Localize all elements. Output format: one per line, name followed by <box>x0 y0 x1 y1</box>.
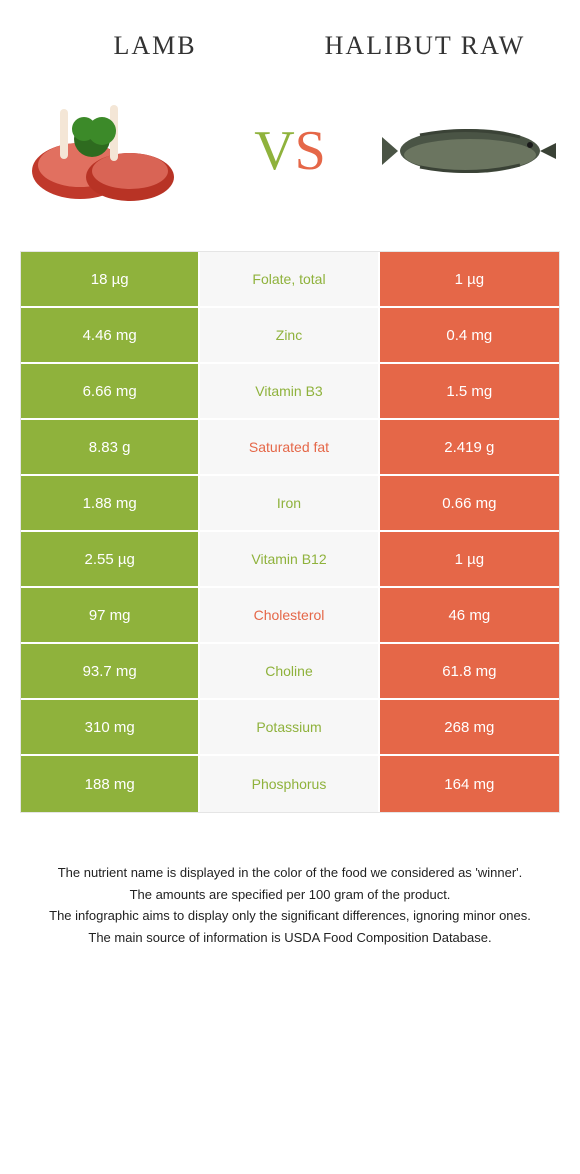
table-row: 188 mgPhosphorus164 mg <box>21 756 559 812</box>
comparison-table: 18 µgFolate, total1 µg4.46 mgZinc0.4 mg6… <box>20 251 560 813</box>
left-value: 6.66 mg <box>21 364 200 418</box>
right-value: 1 µg <box>380 532 559 586</box>
footer-line-3: The infographic aims to display only the… <box>30 906 550 926</box>
nutrient-label: Folate, total <box>200 252 379 306</box>
table-row: 8.83 gSaturated fat2.419 g <box>21 420 559 476</box>
left-food-title: Lamb <box>34 30 277 61</box>
nutrient-label: Choline <box>200 644 379 698</box>
left-value: 188 mg <box>21 756 200 812</box>
right-value: 1.5 mg <box>380 364 559 418</box>
nutrient-label: Iron <box>200 476 379 530</box>
table-row: 2.55 µgVitamin B121 µg <box>21 532 559 588</box>
left-value: 310 mg <box>21 700 200 754</box>
footer-line-4: The main source of information is USDA F… <box>30 928 550 948</box>
vs-s: S <box>295 120 326 182</box>
lamb-icon <box>20 91 200 211</box>
nutrient-label: Cholesterol <box>200 588 379 642</box>
nutrient-label: Phosphorus <box>200 756 379 812</box>
table-row: 6.66 mgVitamin B31.5 mg <box>21 364 559 420</box>
left-value: 1.88 mg <box>21 476 200 530</box>
halibut-icon <box>380 91 560 211</box>
right-value: 268 mg <box>380 700 559 754</box>
right-value: 2.419 g <box>380 420 559 474</box>
table-row: 18 µgFolate, total1 µg <box>21 252 559 308</box>
nutrient-label: Vitamin B3 <box>200 364 379 418</box>
left-value: 2.55 µg <box>21 532 200 586</box>
right-food-title: Halibut raw <box>304 30 547 61</box>
header-titles: Lamb Halibut raw <box>0 0 580 71</box>
left-value: 8.83 g <box>21 420 200 474</box>
left-value: 93.7 mg <box>21 644 200 698</box>
table-row: 93.7 mgCholine61.8 mg <box>21 644 559 700</box>
right-value: 0.4 mg <box>380 308 559 362</box>
vs-v: V <box>254 120 294 182</box>
table-row: 4.46 mgZinc0.4 mg <box>21 308 559 364</box>
footer-line-2: The amounts are specified per 100 gram o… <box>30 885 550 905</box>
nutrient-label: Saturated fat <box>200 420 379 474</box>
nutrient-label: Zinc <box>200 308 379 362</box>
right-value: 164 mg <box>380 756 559 812</box>
table-row: 310 mgPotassium268 mg <box>21 700 559 756</box>
nutrient-label: Vitamin B12 <box>200 532 379 586</box>
footer-line-1: The nutrient name is displayed in the co… <box>30 863 550 883</box>
vs-label: VS <box>254 119 326 183</box>
left-value: 97 mg <box>21 588 200 642</box>
nutrient-label: Potassium <box>200 700 379 754</box>
right-value: 61.8 mg <box>380 644 559 698</box>
right-value: 46 mg <box>380 588 559 642</box>
right-value: 1 µg <box>380 252 559 306</box>
table-row: 97 mgCholesterol46 mg <box>21 588 559 644</box>
right-value: 0.66 mg <box>380 476 559 530</box>
table-row: 1.88 mgIron0.66 mg <box>21 476 559 532</box>
left-value: 18 µg <box>21 252 200 306</box>
footer-notes: The nutrient name is displayed in the co… <box>0 813 580 969</box>
left-value: 4.46 mg <box>21 308 200 362</box>
images-row: VS <box>0 71 580 251</box>
